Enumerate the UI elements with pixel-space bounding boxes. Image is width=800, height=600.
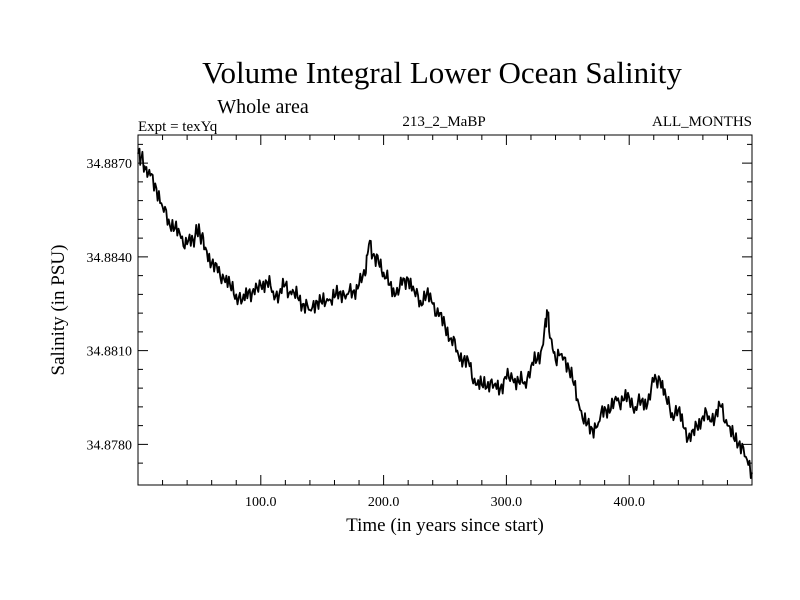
months-label: ALL_MONTHS [652, 114, 752, 130]
x-tick-label: 400.0 [613, 495, 645, 510]
chart-subtitle: Whole area [217, 96, 309, 118]
x-axis-label: Time (in years since start) [346, 515, 544, 536]
y-tick-label: 34.8870 [87, 157, 133, 172]
y-tick-label: 34.8810 [87, 345, 133, 360]
x-tick-label: 100.0 [245, 495, 277, 510]
y-axis-label: Salinity (in PSU) [48, 245, 69, 376]
x-tick-label: 200.0 [368, 495, 400, 510]
series-layer [137, 147, 753, 480]
chart-title: Volume Integral Lower Ocean Salinity [202, 55, 682, 90]
axis-tick-labels: 100.0 200.0 300.0 400.0 34.8780 34.8810 34.884… [87, 157, 645, 510]
run-label: 213_2_MaBP [402, 114, 485, 130]
y-tick-label: 34.8840 [87, 251, 133, 266]
salinity-series-line [137, 147, 753, 480]
axis-ticks [138, 135, 752, 485]
plot-frame [137, 134, 753, 486]
y-tick-label: 34.8780 [87, 438, 133, 453]
experiment-label: Expt = texYq [138, 119, 218, 135]
x-tick-label: 300.0 [491, 495, 523, 510]
